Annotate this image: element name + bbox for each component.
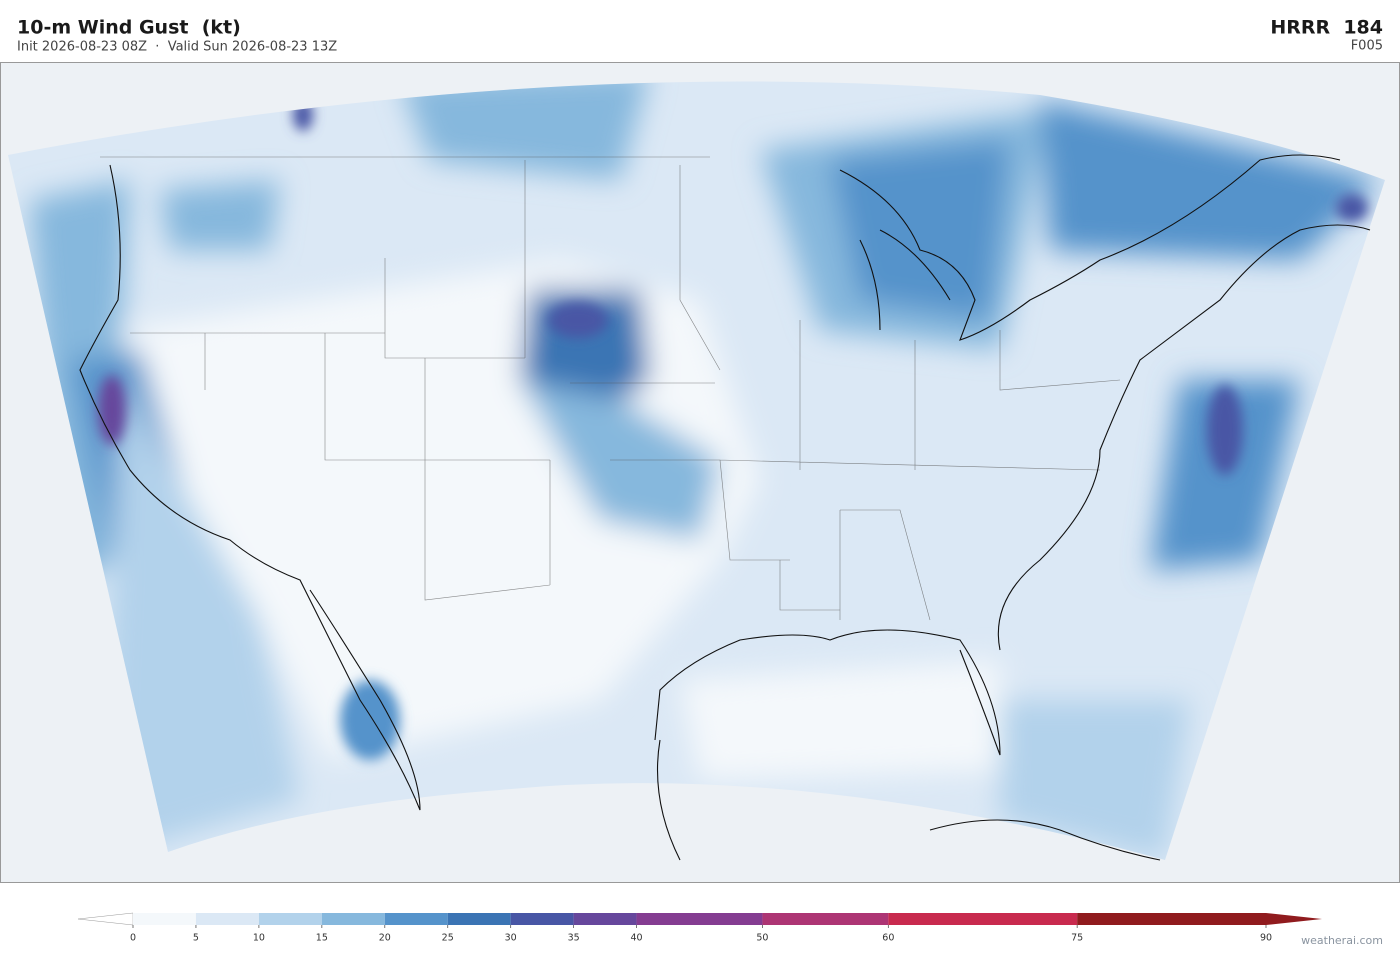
- color-segment: [384, 913, 448, 925]
- tick-label: 90: [1260, 933, 1272, 944]
- color-segment: [762, 913, 889, 925]
- tick-label: 60: [882, 933, 894, 944]
- tick-label: 10: [253, 933, 265, 944]
- under-arrow: [77, 912, 134, 926]
- tick-label: 30: [505, 933, 517, 944]
- color-segment: [195, 913, 259, 925]
- forecast-hour: F005: [1351, 39, 1383, 54]
- tick-label: 35: [568, 933, 580, 944]
- title: 10-m Wind Gust (kt): [17, 17, 241, 39]
- color-segment: [133, 913, 196, 925]
- colorbar: 0 5 10 15 20 25 30 35 40 50 60 75 90: [77, 912, 1322, 944]
- tick-label: 5: [193, 933, 199, 944]
- map: [0, 62, 1400, 883]
- color-segment: [258, 913, 322, 925]
- color-segment: [573, 913, 637, 925]
- subtitle: Init 2026-08-23 08Z · Valid Sun 2026-08-…: [17, 40, 337, 55]
- tick-label: 75: [1071, 933, 1083, 944]
- tick-label: 25: [442, 933, 454, 944]
- color-segment: [510, 913, 574, 925]
- tick-label: 40: [631, 933, 643, 944]
- color-segment: [888, 913, 1078, 925]
- color-segment: [447, 913, 511, 925]
- model: HRRR 184: [1270, 17, 1383, 39]
- tick-label: 20: [379, 933, 391, 944]
- color-segment: [636, 913, 763, 925]
- color-segment: [321, 913, 385, 925]
- tick-label: 50: [756, 933, 768, 944]
- color-segment: [1077, 913, 1266, 925]
- tick-label: 0: [130, 933, 136, 944]
- tick-label: 15: [316, 933, 328, 944]
- credit: weatherai.com: [1301, 934, 1383, 947]
- over-arrow: [1266, 913, 1322, 925]
